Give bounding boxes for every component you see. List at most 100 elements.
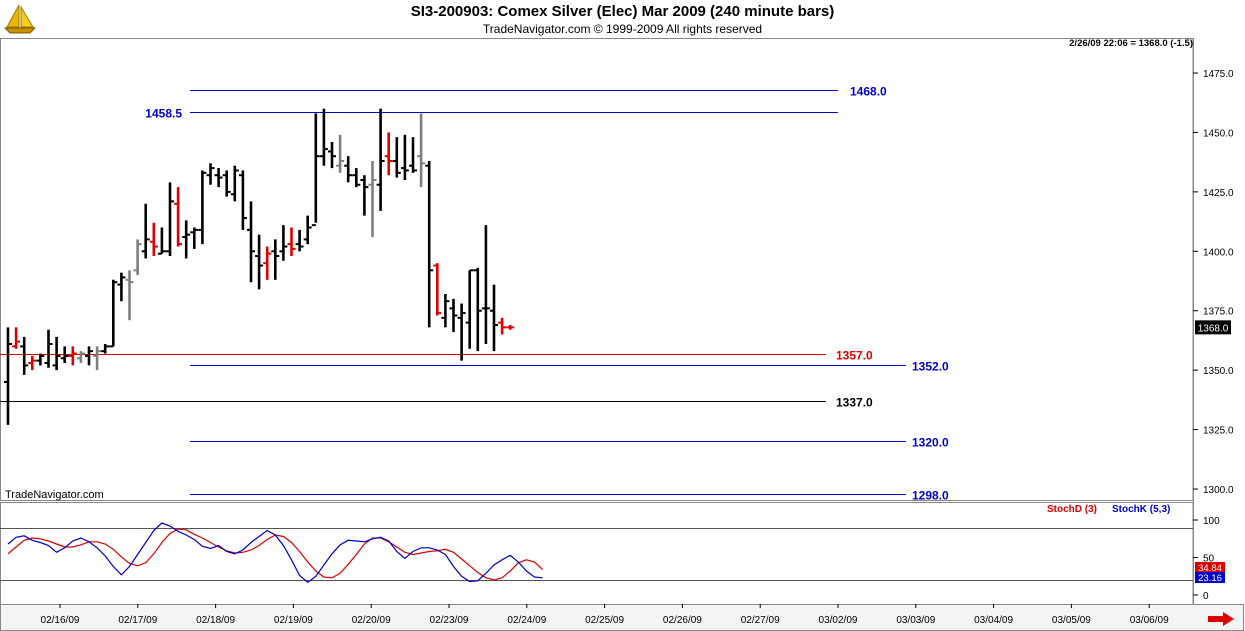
copyright-subtitle: TradeNavigator.com © 1999-2009 All right…	[482, 22, 763, 36]
price-bar	[287, 227, 296, 257]
price-bar	[311, 113, 320, 227]
price-bar	[4, 327, 12, 425]
price-bar	[149, 222, 158, 257]
date-tick-label: 02/27/09	[741, 615, 780, 626]
price-tick-label: 1350.0	[1203, 366, 1234, 377]
date-tick-label: 02/20/09	[352, 615, 391, 626]
stoch-k-line	[7, 522, 543, 584]
price-bar	[344, 156, 353, 183]
sailboat-logo-icon	[2, 3, 38, 35]
price-bar	[68, 346, 77, 366]
price-bar	[101, 343, 110, 354]
price-bar	[247, 201, 255, 283]
price-tick-label: 1300.0	[1203, 485, 1234, 496]
price-bar	[490, 284, 498, 352]
date-tick-label: 03/06/09	[1130, 615, 1169, 626]
price-bar	[271, 239, 280, 280]
price-bar	[182, 220, 191, 259]
date-tick-label: 03/05/09	[1052, 615, 1091, 626]
legend-stoch-k: StochK (5,3)	[1112, 504, 1171, 515]
price-bar	[328, 141, 336, 169]
price-bar	[255, 234, 264, 290]
price-bar	[85, 346, 93, 366]
price-bar	[230, 165, 239, 202]
price-bar	[206, 163, 215, 185]
level-label: 1458.5	[145, 107, 182, 121]
price-bar	[190, 227, 199, 249]
level-label: 1468.0	[850, 85, 887, 99]
stoch-d-value-label: 34.84	[1198, 563, 1222, 574]
price-tick-label: 1375.0	[1203, 307, 1234, 318]
price-bar	[409, 137, 417, 173]
date-tick-label: 02/25/09	[585, 615, 624, 626]
price-bar	[52, 336, 61, 371]
price-bar	[214, 168, 223, 188]
price-bar	[157, 227, 166, 255]
price-bar	[376, 108, 385, 211]
last-price-tag	[1195, 320, 1231, 335]
stoch-tick-label: 0	[1203, 591, 1209, 602]
date-tick-label: 03/04/09	[974, 615, 1013, 626]
price-bar	[336, 134, 345, 173]
price-tick-label: 1475.0	[1203, 69, 1234, 80]
price-bar	[20, 336, 29, 375]
price-bar	[222, 170, 231, 197]
date-tick-label: 02/17/09	[118, 615, 157, 626]
level-label: 1320.0	[912, 436, 949, 450]
right-arrow-icon[interactable]	[1207, 612, 1235, 626]
price-bar	[360, 175, 369, 216]
date-tick-label: 02/26/09	[663, 615, 702, 626]
price-tick-label: 1450.0	[1203, 128, 1234, 139]
price-bar	[174, 187, 183, 247]
price-bar	[498, 317, 507, 335]
stoch-k-value-tag	[1195, 572, 1225, 583]
price-bar	[117, 272, 126, 302]
price-bar	[36, 353, 45, 366]
price-bar	[384, 132, 393, 176]
level-label: 1298.0	[912, 489, 949, 503]
legend-stoch-d: StochD (3)	[1047, 504, 1097, 515]
level-label: 1352.0	[912, 360, 949, 374]
date-tick-label: 03/03/09	[896, 615, 935, 626]
price-bar	[60, 346, 69, 364]
price-bar	[238, 170, 247, 230]
price-bar	[457, 303, 466, 361]
stoch-tick-label: 50	[1203, 554, 1215, 565]
price-bar	[133, 239, 142, 276]
stoch-panel-frame	[0, 502, 1194, 605]
price-bar	[433, 263, 442, 316]
date-tick-label: 03/02/09	[819, 615, 858, 626]
date-tick-label: 02/19/09	[274, 615, 313, 626]
stoch-k-value-label: 23.16	[1198, 573, 1222, 584]
price-tick-label: 1425.0	[1203, 188, 1234, 199]
date-tick-label: 02/24/09	[507, 615, 546, 626]
last-price-label: 1368.0	[1198, 323, 1229, 334]
date-tick-label: 02/18/09	[196, 615, 235, 626]
price-readout: 2/26/09 22:06 = 1368.0 (-1.5)	[1069, 38, 1193, 49]
level-label: 1337.0	[836, 396, 873, 410]
price-bar	[141, 203, 150, 259]
price-bar	[368, 160, 377, 238]
date-tick-label: 02/16/09	[41, 615, 80, 626]
price-bar	[506, 324, 515, 330]
price-bar	[303, 215, 312, 245]
price-bar	[12, 327, 21, 349]
price-bar	[279, 225, 288, 261]
date-tick-label: 02/23/09	[430, 615, 469, 626]
stoch-d-line	[7, 528, 544, 581]
price-bar	[109, 279, 118, 348]
price-bar	[44, 329, 53, 368]
stoch-d-value-tag	[1195, 562, 1225, 573]
price-bar	[263, 246, 272, 280]
chart-title: SI3-200903: Comex Silver (Elec) Mar 2009…	[410, 3, 835, 20]
price-bar	[352, 168, 361, 188]
price-bar	[28, 355, 37, 371]
price-bar	[449, 298, 458, 333]
price-tick-label: 1325.0	[1203, 426, 1234, 437]
stoch-tick-label: 100	[1203, 516, 1220, 527]
price-bar	[392, 137, 401, 178]
price-bar	[400, 134, 409, 180]
price-tick-label: 1400.0	[1203, 247, 1234, 258]
price-bar	[481, 225, 490, 344]
